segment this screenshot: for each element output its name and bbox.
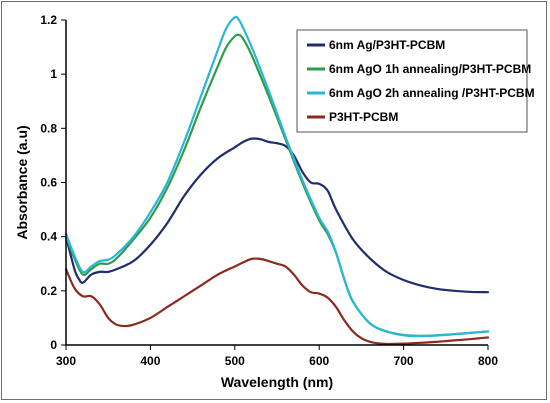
y-tick-label: 0.6 (40, 176, 57, 190)
y-tick-label: 1.2 (40, 13, 57, 27)
x-tick-label: 700 (394, 354, 414, 368)
legend-label: 6nm Ag/P3HT-PCBM (329, 38, 445, 52)
series-line-4 (64, 257, 490, 346)
legend: 6nm Ag/P3HT-PCBM 6nm AgO 1h annealing/P3H… (296, 29, 535, 133)
series-line-1 (64, 137, 490, 294)
legend-label: 6nm AgO 1h annealing/P3HT-PCBM (329, 62, 531, 76)
legend-items: 6nm Ag/P3HT-PCBM 6nm AgO 1h annealing/P3H… (307, 38, 535, 124)
x-axis-title: Wavelength (nm) (221, 374, 333, 390)
y-tick-label: 0.8 (40, 121, 57, 135)
y-axis-title: Absorbance (a.u) (14, 125, 30, 239)
x-ticks: 300 400 500 600 700 800 (56, 345, 498, 368)
x-tick-label: 600 (309, 354, 329, 368)
legend-label: P3HT-PCBM (329, 110, 398, 124)
series-line-3 (64, 15, 490, 338)
y-tick-label: 1 (50, 67, 57, 81)
y-tick-label: 0 (50, 338, 57, 352)
x-tick-label: 500 (225, 354, 245, 368)
x-tick-label: 800 (478, 354, 498, 368)
y-ticks: 0 0.2 0.4 0.6 0.8 1 1.2 (40, 13, 66, 352)
x-tick-label: 300 (56, 354, 76, 368)
y-tick-label: 0.4 (40, 230, 57, 244)
legend-box (296, 29, 528, 133)
legend-label: 6nm AgO 2h annealing /P3HT-PCBM (329, 86, 535, 100)
plot-lines (64, 15, 490, 346)
x-tick-label: 400 (140, 354, 160, 368)
y-tick-label: 0.2 (40, 284, 57, 298)
